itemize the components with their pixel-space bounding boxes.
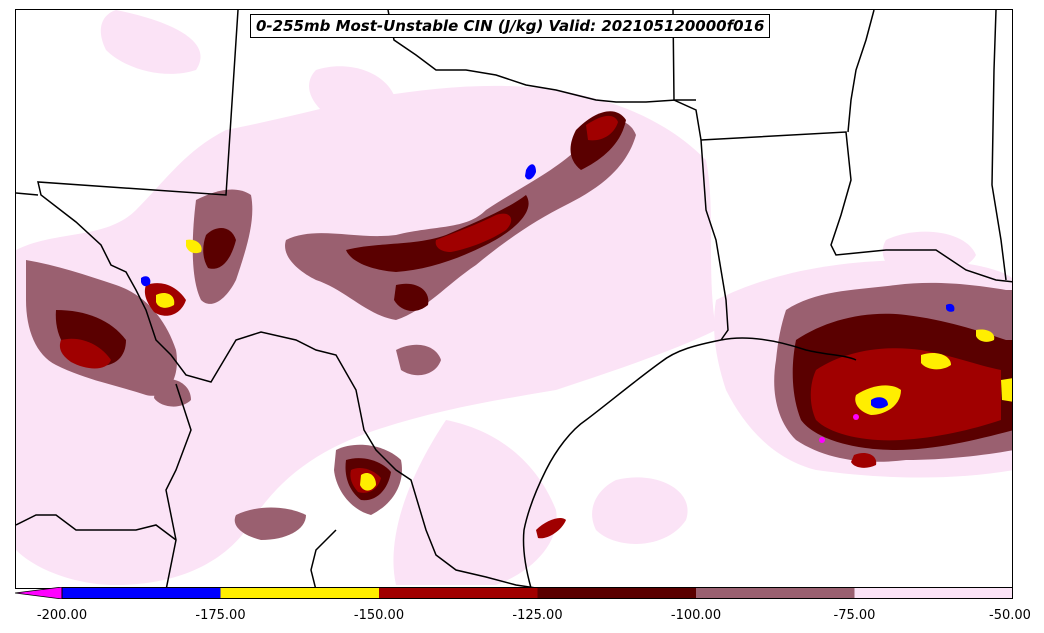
boundary-lines bbox=[16, 10, 1012, 588]
colorbar-tick-label: -200.00 bbox=[36, 608, 88, 623]
map-panel bbox=[15, 9, 1013, 589]
cin-shading-magenta bbox=[819, 414, 859, 443]
colorbar-tick-label: -50.00 bbox=[989, 608, 1031, 623]
colorbar-outline bbox=[61, 587, 1013, 599]
colorbar-bin-mauve bbox=[696, 587, 855, 599]
colorbar-bin-yellow bbox=[220, 587, 379, 599]
colorbar-bin-blue bbox=[62, 587, 221, 599]
colorbar-extend-arrow bbox=[15, 587, 63, 599]
cin-shading-blue bbox=[141, 164, 955, 409]
colorbar-tick-label: -150.00 bbox=[353, 608, 405, 623]
colorbar-tick-label: -125.00 bbox=[512, 608, 563, 623]
map-title: 0-255mb Most-Unstable CIN (J/kg) Valid: … bbox=[250, 14, 771, 38]
colorbar-bin-dark-red bbox=[537, 587, 696, 599]
cin-map bbox=[16, 10, 1012, 588]
colorbar-tick-label: -100.00 bbox=[670, 608, 722, 623]
colorbar bbox=[15, 587, 1013, 599]
colorbar-tick-label: -175.00 bbox=[195, 608, 246, 623]
colorbar-tick-label: -75.00 bbox=[833, 608, 876, 623]
colorbar-bin-light-pink bbox=[854, 587, 1013, 599]
colorbar-bin-red bbox=[379, 587, 538, 599]
